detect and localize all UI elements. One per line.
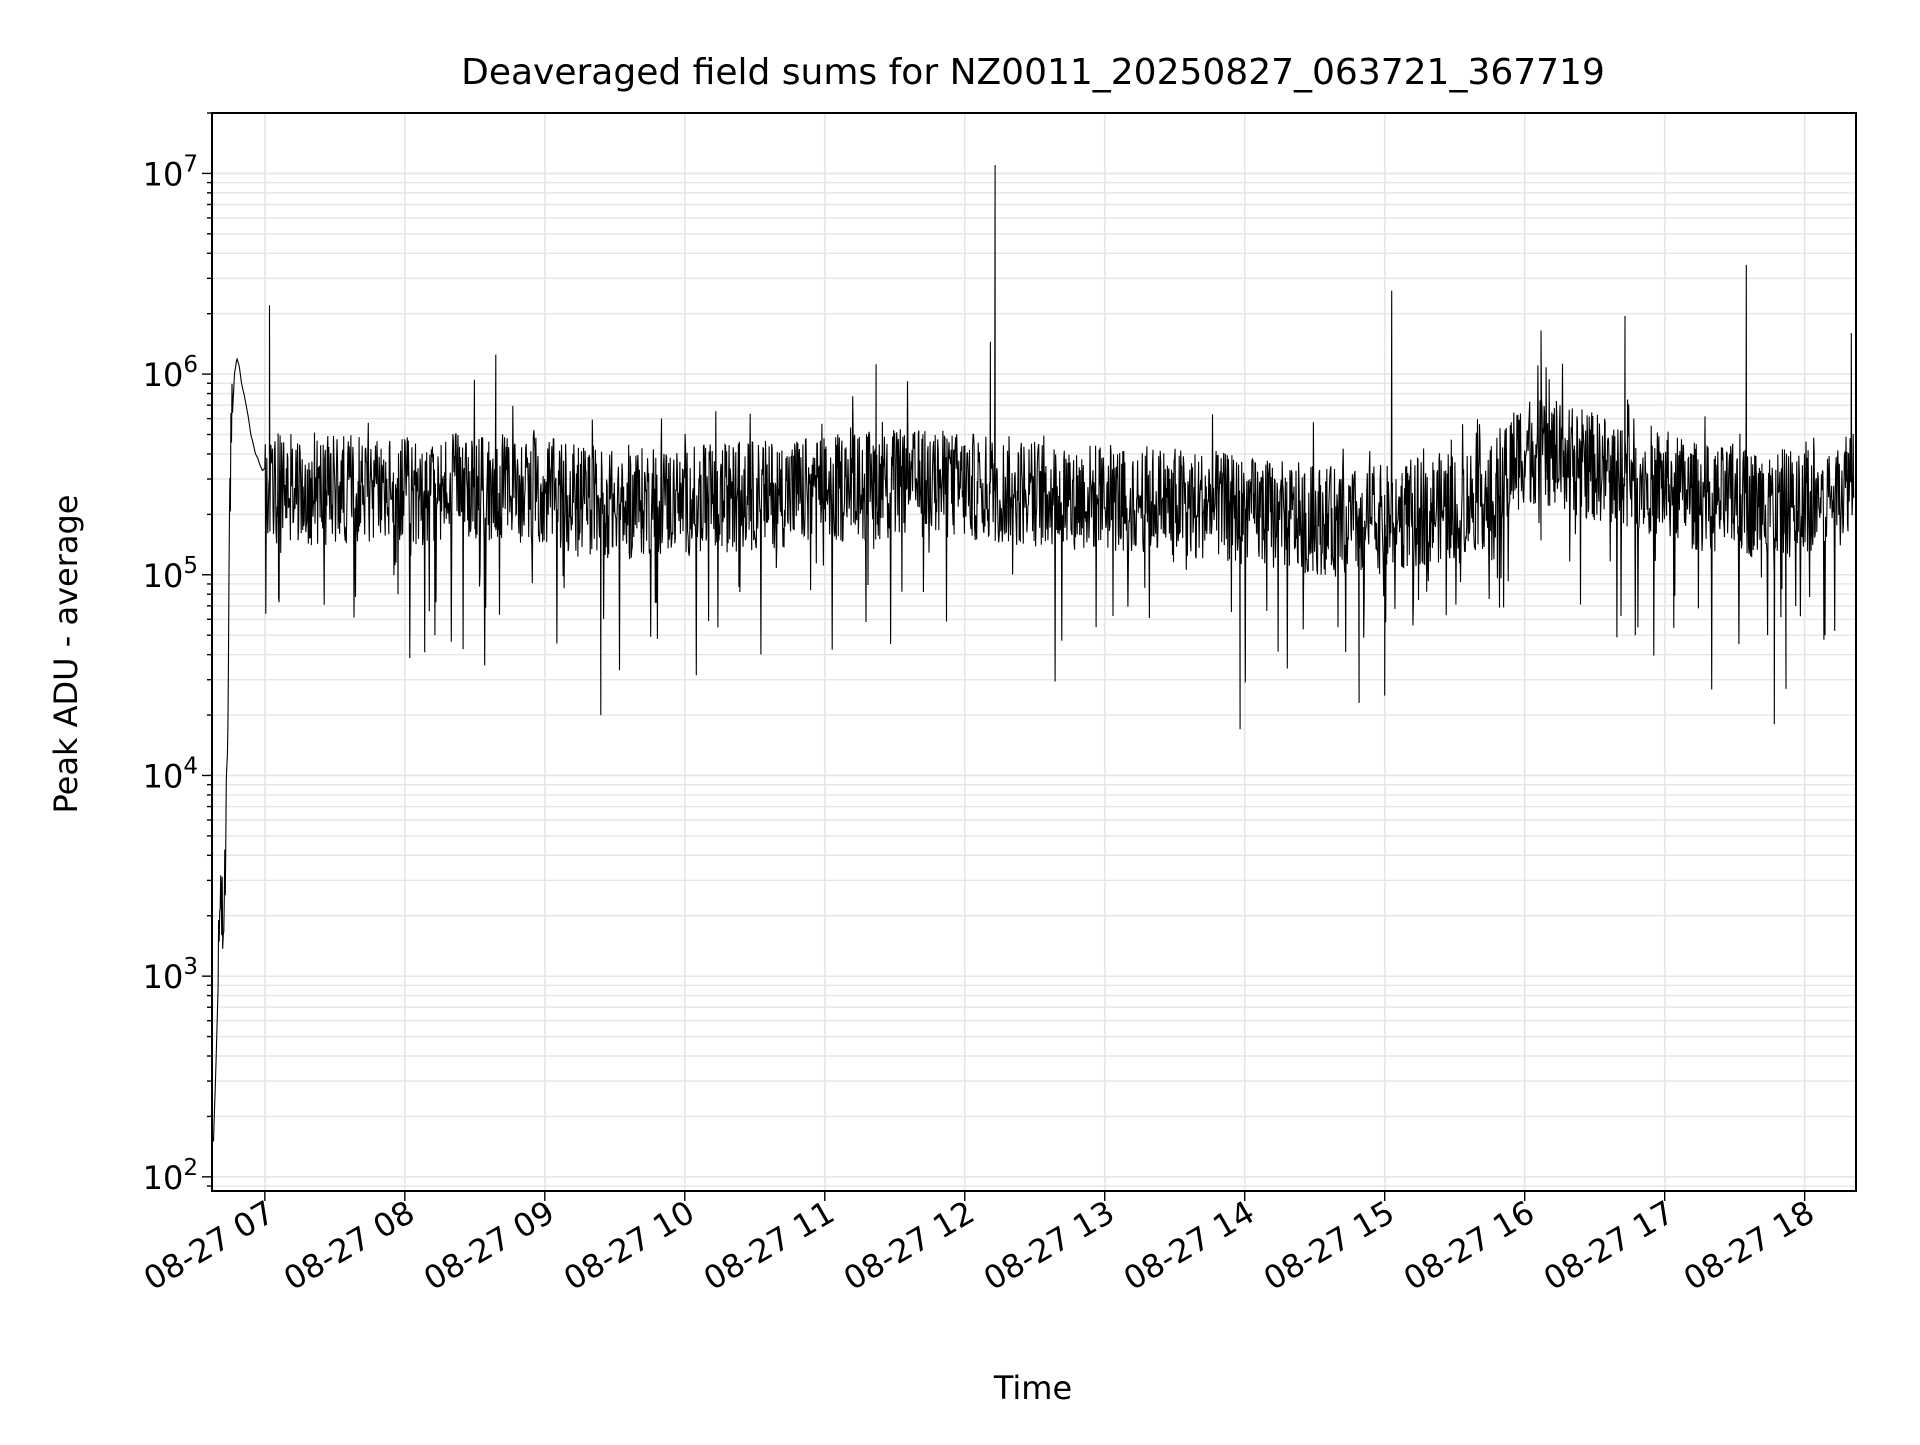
- y-tick-label: 106: [143, 352, 198, 394]
- plot-area: [212, 165, 1855, 1142]
- x-axis-label: Time: [993, 1369, 1072, 1407]
- y-tick-label: 107: [143, 151, 198, 193]
- chart-title: Deaveraged field sums for NZ0011_2025082…: [461, 52, 1605, 93]
- y-tick-label: 103: [143, 954, 198, 996]
- y-tick-label: 105: [143, 553, 198, 595]
- axes-frame: [211, 112, 1857, 1192]
- y-axis-label: Peak ADU - average: [47, 495, 85, 814]
- series-line: [212, 165, 1855, 1142]
- y-tick-label: 104: [143, 753, 198, 795]
- y-tick-label: 102: [143, 1155, 198, 1197]
- grid-lines: [212, 112, 1856, 1191]
